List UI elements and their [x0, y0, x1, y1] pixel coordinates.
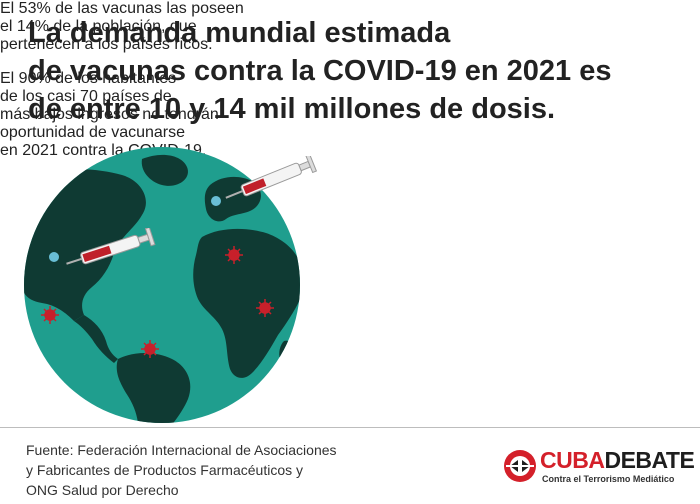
headline-line-2: de vacunas contra la COVID-19 en 2021 es — [28, 55, 612, 87]
brand-name: CUBADEBATE — [540, 447, 695, 473]
source-line: y Fabricantes de Productos Farmacéuticos… — [26, 462, 304, 478]
fact-line: oportunidad de vacunarse — [0, 124, 186, 141]
footer-divider — [0, 427, 700, 428]
brand-tagline: Contra el Terrorismo Mediático — [542, 474, 675, 484]
fact-line: pertenecen a los países ricos. — [0, 36, 213, 53]
source-line: ONG Salud por Derecho — [26, 482, 179, 498]
fact-line: el 14% de la población, que — [0, 18, 197, 35]
headline: La demanda mundial estimada de vacunas c… — [28, 14, 678, 128]
brand-name-part2: DEBATE — [604, 447, 695, 473]
glow-point — [211, 196, 221, 206]
virus-icon — [256, 299, 274, 317]
glow-point — [49, 252, 59, 262]
globe-illustration — [24, 147, 300, 423]
brand-name-part1: CUBA — [540, 447, 605, 473]
source-note: Fuente: Federación Internacional de Asoc… — [26, 440, 337, 500]
cubadebate-logo: CUBADEBATE Contra el Terrorismo Mediátic… — [502, 446, 695, 486]
headline-line-3: de entre 10 y 14 mil millones de dosis. — [28, 93, 556, 125]
virus-icon — [141, 340, 159, 358]
source-line: Fuente: Federación Internacional de Asoc… — [26, 442, 337, 458]
headline-line-1: La demanda mundial estimada — [28, 17, 451, 49]
syringe-icon — [66, 228, 156, 265]
syringe-icon — [225, 156, 318, 199]
fact-line: más bajos ingresos no tendrán — [0, 106, 219, 123]
cubadebate-mark-icon — [504, 450, 536, 482]
fact-line: El 90% de los habitantes — [0, 70, 177, 87]
fact-line: El 53% de las vacunas las poseen — [0, 0, 244, 17]
fact-line: de los casi 70 países de — [0, 88, 172, 105]
virus-icon — [225, 246, 243, 264]
virus-icon — [41, 306, 59, 324]
